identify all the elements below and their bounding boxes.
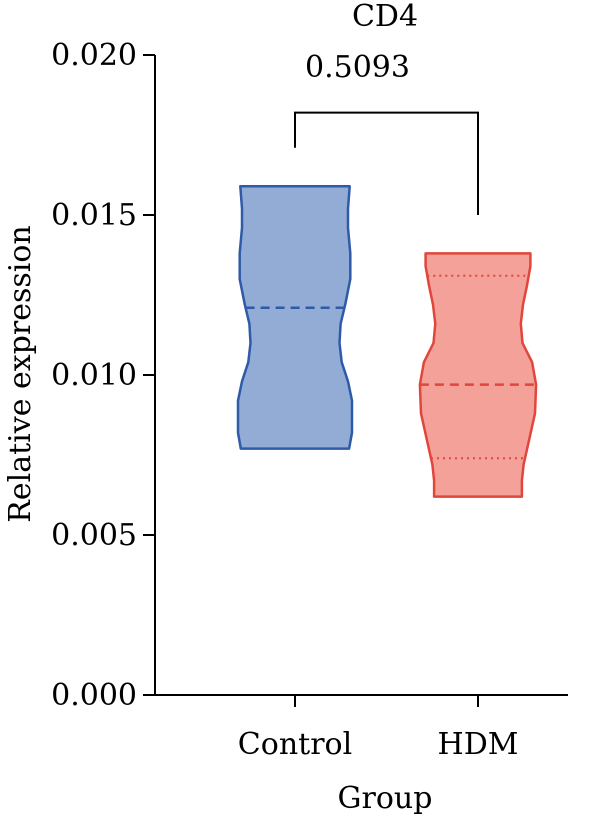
y-axis: 0.000 0.005 0.010 0.015 0.020 xyxy=(51,38,156,713)
chart-title: CD4 xyxy=(352,0,418,34)
bracket-line xyxy=(294,111,479,215)
violins xyxy=(236,184,538,498)
y-axis-label: Relative expression xyxy=(3,225,38,522)
y-tick-label-1: 0.005 xyxy=(51,518,137,553)
violin-hdm xyxy=(418,252,538,498)
y-tick-label-0: 0.000 xyxy=(51,678,137,713)
y-tick-label-2: 0.010 xyxy=(51,358,137,393)
violin-control xyxy=(236,184,354,450)
x-tick-label-1: HDM xyxy=(438,727,519,762)
p-value-label: 0.5093 xyxy=(305,50,410,85)
x-axis-label: Group xyxy=(338,781,433,816)
y-tick-label-3: 0.015 xyxy=(51,198,137,233)
x-tick-label-0: Control xyxy=(238,727,352,762)
comparison-bracket: 0.5093 xyxy=(294,50,479,215)
x-axis: Control HDM xyxy=(155,694,568,762)
y-tick-label-4: 0.020 xyxy=(51,38,137,73)
